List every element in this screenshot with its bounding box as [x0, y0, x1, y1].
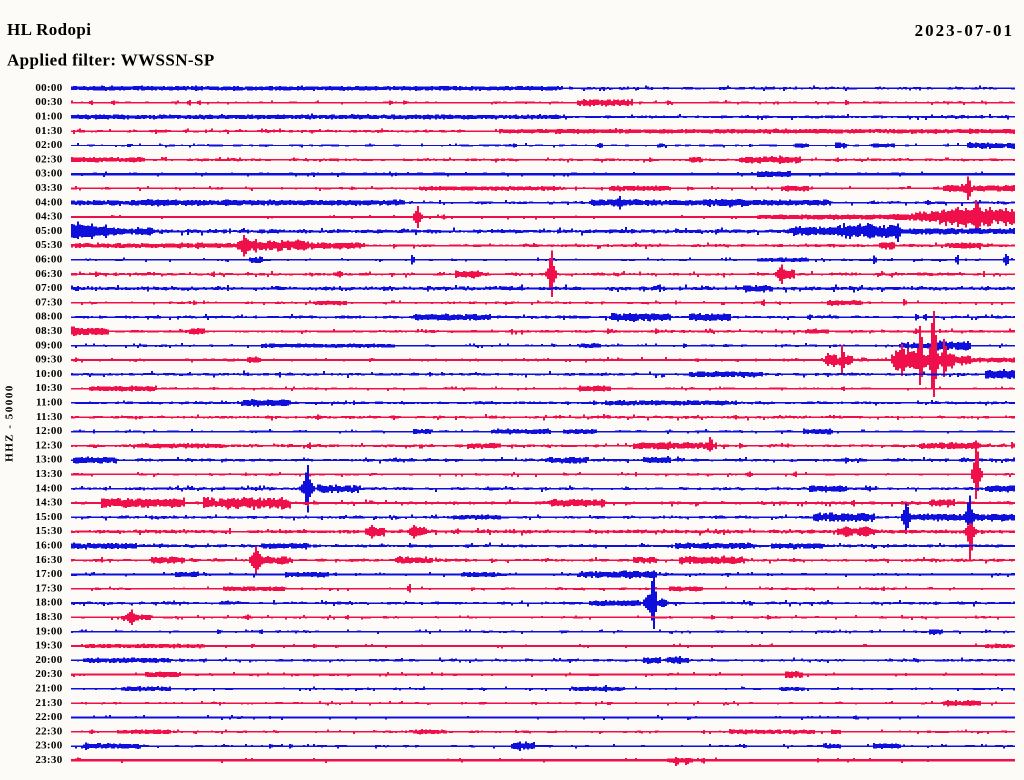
svg-text:03:30: 03:30	[35, 182, 62, 194]
svg-text:06:30: 06:30	[35, 268, 62, 280]
svg-text:10:00: 10:00	[35, 368, 62, 380]
svg-text:07:00: 07:00	[35, 282, 62, 294]
svg-text:16:30: 16:30	[35, 554, 62, 566]
svg-text:09:30: 09:30	[35, 354, 62, 366]
svg-text:HHZ - 50000: HHZ - 50000	[4, 384, 16, 462]
svg-text:2023-07-01: 2023-07-01	[915, 21, 1014, 40]
svg-text:00:00: 00:00	[35, 82, 62, 94]
svg-text:08:30: 08:30	[35, 325, 62, 337]
svg-text:06:00: 06:00	[35, 254, 62, 266]
svg-text:23:00: 23:00	[35, 740, 62, 752]
svg-text:Applied filter: WWSSN-SP: Applied filter: WWSSN-SP	[7, 51, 215, 70]
svg-text:13:00: 13:00	[35, 454, 62, 466]
svg-text:04:30: 04:30	[35, 211, 62, 223]
svg-text:11:00: 11:00	[36, 397, 63, 409]
svg-text:04:00: 04:00	[35, 196, 62, 208]
svg-text:20:00: 20:00	[35, 654, 62, 666]
svg-text:14:30: 14:30	[35, 497, 62, 509]
svg-text:01:30: 01:30	[35, 125, 62, 137]
svg-text:07:30: 07:30	[35, 296, 62, 308]
svg-text:12:30: 12:30	[35, 439, 62, 451]
svg-text:HL Rodopi: HL Rodopi	[7, 20, 91, 39]
svg-text:22:30: 22:30	[35, 725, 62, 737]
svg-text:14:00: 14:00	[35, 482, 62, 494]
svg-text:21:00: 21:00	[35, 683, 62, 695]
svg-text:10:30: 10:30	[35, 382, 62, 394]
svg-text:17:30: 17:30	[35, 582, 62, 594]
svg-text:16:00: 16:00	[35, 540, 62, 552]
svg-text:13:30: 13:30	[35, 468, 62, 480]
svg-text:05:30: 05:30	[35, 239, 62, 251]
svg-text:12:00: 12:00	[35, 425, 62, 437]
svg-text:15:00: 15:00	[35, 511, 62, 523]
svg-text:20:30: 20:30	[35, 668, 62, 680]
svg-text:22:00: 22:00	[35, 711, 62, 723]
svg-text:05:00: 05:00	[35, 225, 62, 237]
svg-text:08:00: 08:00	[35, 311, 62, 323]
svg-text:18:00: 18:00	[35, 597, 62, 609]
svg-text:19:30: 19:30	[35, 640, 62, 652]
svg-text:02:00: 02:00	[35, 139, 62, 151]
svg-text:02:30: 02:30	[35, 153, 62, 165]
svg-text:11:30: 11:30	[36, 411, 63, 423]
svg-text:23:30: 23:30	[35, 754, 62, 766]
svg-text:09:00: 09:00	[35, 339, 62, 351]
svg-text:18:30: 18:30	[35, 611, 62, 623]
svg-text:00:30: 00:30	[35, 96, 62, 108]
svg-text:03:00: 03:00	[35, 168, 62, 180]
svg-text:01:00: 01:00	[35, 111, 62, 123]
svg-text:15:30: 15:30	[35, 525, 62, 537]
svg-text:17:00: 17:00	[35, 568, 62, 580]
svg-text:19:00: 19:00	[35, 625, 62, 637]
svg-text:21:30: 21:30	[35, 697, 62, 709]
